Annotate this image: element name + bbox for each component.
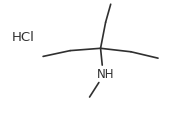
Text: HCl: HCl — [12, 30, 35, 43]
Text: NH: NH — [97, 68, 114, 81]
